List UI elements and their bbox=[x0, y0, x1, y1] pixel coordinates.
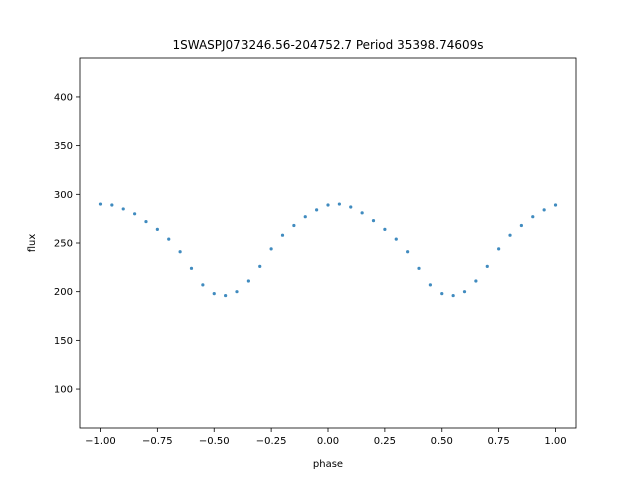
x-tick-label: 1.00 bbox=[544, 436, 566, 447]
x-tick-label: 0.50 bbox=[431, 436, 453, 447]
y-tick-label: 150 bbox=[54, 336, 73, 347]
data-point bbox=[292, 223, 296, 228]
data-point bbox=[337, 202, 341, 206]
data-point bbox=[212, 292, 216, 296]
data-point bbox=[235, 290, 239, 294]
data-point bbox=[383, 227, 387, 231]
x-tick-label: 0.00 bbox=[317, 436, 339, 447]
x-tick-label: −0.75 bbox=[142, 436, 173, 447]
data-point bbox=[269, 247, 273, 251]
x-tick-label: −0.50 bbox=[199, 436, 230, 447]
data-point bbox=[440, 292, 444, 296]
data-point bbox=[497, 247, 501, 251]
data-point bbox=[167, 237, 171, 241]
scatter-points bbox=[98, 202, 558, 298]
data-point bbox=[144, 219, 148, 224]
data-point bbox=[406, 250, 410, 254]
data-point bbox=[451, 293, 455, 298]
data-point bbox=[303, 215, 307, 219]
data-point bbox=[246, 279, 250, 283]
chart-title: 1SWASPJ073246.56-204752.7 Period 35398.7… bbox=[172, 38, 483, 52]
x-axis-label: phase bbox=[313, 459, 343, 470]
data-point bbox=[508, 233, 512, 237]
y-axis-label: flux bbox=[27, 234, 38, 253]
y-tick-label: 100 bbox=[54, 385, 73, 396]
data-point bbox=[121, 207, 125, 211]
data-point bbox=[553, 203, 558, 207]
data-point bbox=[462, 290, 467, 294]
data-point bbox=[98, 202, 103, 206]
data-point bbox=[349, 205, 353, 209]
data-point bbox=[224, 293, 228, 298]
data-point bbox=[474, 279, 478, 283]
y-tick-label: 200 bbox=[54, 287, 73, 298]
data-point bbox=[280, 233, 285, 237]
y-tick-label: 400 bbox=[54, 92, 73, 103]
data-point bbox=[360, 211, 364, 215]
data-point bbox=[371, 219, 376, 223]
data-point bbox=[178, 250, 182, 254]
plot-area bbox=[79, 57, 577, 429]
x-tick-label: −1.00 bbox=[85, 436, 116, 447]
x-tick-label: −0.25 bbox=[256, 436, 287, 447]
data-point bbox=[258, 264, 262, 268]
plot-background bbox=[80, 58, 576, 428]
data-point bbox=[315, 208, 319, 212]
data-point bbox=[428, 283, 432, 287]
data-point bbox=[519, 223, 523, 228]
data-point bbox=[485, 264, 489, 268]
y-tick-label: 300 bbox=[54, 190, 73, 201]
x-tick-label: 0.25 bbox=[374, 436, 396, 447]
data-point bbox=[417, 266, 421, 270]
data-point bbox=[133, 212, 137, 216]
x-tick-label: 0.75 bbox=[488, 436, 510, 447]
y-tick-label: 350 bbox=[54, 141, 73, 152]
y-tick-label: 250 bbox=[54, 239, 73, 250]
data-point bbox=[201, 283, 205, 287]
data-point bbox=[189, 266, 194, 270]
y-axis: 100 150 200 250 300 350 400 bbox=[54, 92, 80, 396]
x-axis: −1.00 −0.75 −0.50 −0.25 0.00 0.25 0.50 0.75 1.00 bbox=[85, 428, 567, 447]
data-point bbox=[110, 203, 114, 207]
data-point bbox=[155, 227, 159, 231]
data-point bbox=[542, 208, 546, 212]
data-point bbox=[531, 215, 535, 219]
data-point bbox=[394, 237, 398, 241]
data-point bbox=[326, 203, 330, 207]
